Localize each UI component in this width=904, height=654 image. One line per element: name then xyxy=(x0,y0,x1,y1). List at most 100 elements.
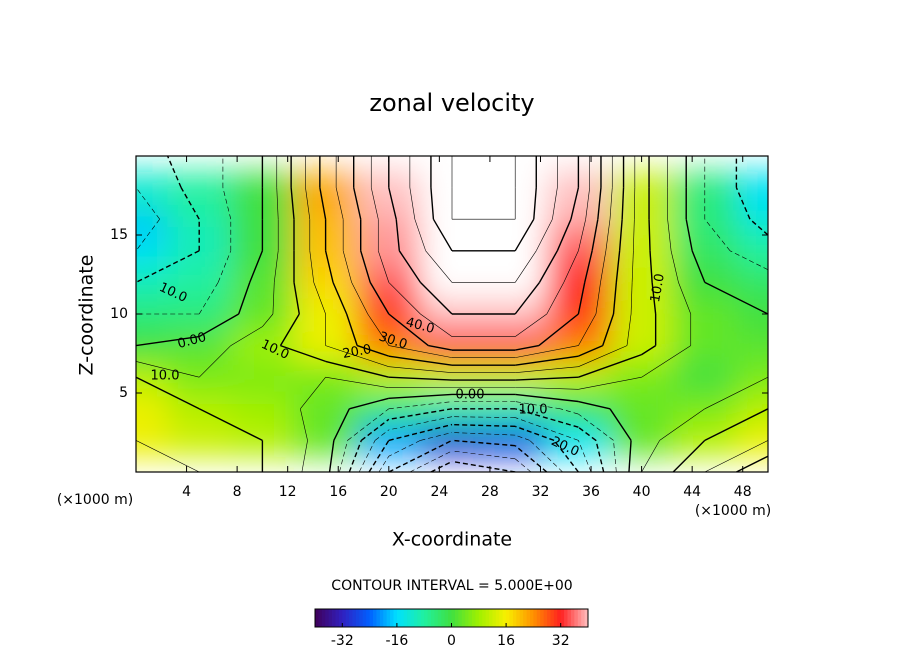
colorbar-swatch xyxy=(550,609,555,627)
contour-line xyxy=(451,439,516,447)
contour-label: 0.00 xyxy=(176,330,208,352)
contour-line xyxy=(736,455,768,472)
colorbar-swatch xyxy=(403,609,408,627)
contour-line xyxy=(198,345,232,378)
contour-line xyxy=(367,313,390,346)
y-tick-label: 10 xyxy=(110,306,128,322)
colorbar-swatch xyxy=(315,609,319,627)
contour-line xyxy=(342,250,352,283)
contour-line xyxy=(300,377,326,409)
contour-line xyxy=(180,187,200,220)
contour-line xyxy=(301,440,308,472)
colorbar-swatch xyxy=(564,609,568,627)
contour-line xyxy=(578,353,642,378)
x-tick-label: 44 xyxy=(683,484,701,500)
y-tick-label: 5 xyxy=(119,385,128,401)
colorbar-swatch xyxy=(400,609,405,627)
contour-line xyxy=(578,345,628,367)
colorbar-swatch xyxy=(362,609,367,627)
contour-line xyxy=(377,250,390,283)
contour-line xyxy=(672,439,706,472)
contour-line xyxy=(309,250,315,283)
colorbar-swatch xyxy=(471,609,476,627)
contour-line xyxy=(136,250,200,284)
colorbar-swatch xyxy=(492,609,497,627)
contour-line xyxy=(388,440,421,457)
contour-line xyxy=(166,156,182,188)
contour-line xyxy=(388,282,421,315)
contour-line xyxy=(749,218,768,236)
contour-line xyxy=(667,219,672,251)
contour-line xyxy=(691,250,706,283)
contour-line xyxy=(634,187,636,220)
contour-line xyxy=(313,282,326,315)
contour-line xyxy=(347,408,389,441)
contour-line xyxy=(136,440,200,472)
colorbar-swatch xyxy=(349,609,353,627)
contour-line xyxy=(584,250,593,283)
contour-line xyxy=(609,408,632,441)
chart-title: zonal velocity xyxy=(369,89,534,117)
contour-line xyxy=(641,345,691,378)
contour-line xyxy=(305,187,311,220)
field-cell xyxy=(736,171,768,217)
colorbar-swatch xyxy=(543,609,548,627)
field-cell xyxy=(230,298,295,331)
colorbar-swatch xyxy=(577,609,582,627)
contour-line xyxy=(704,376,768,410)
contour-line xyxy=(451,423,516,428)
contour-line xyxy=(535,219,553,251)
x-tick-label: 20 xyxy=(380,484,398,500)
field-cell xyxy=(167,361,232,394)
contour-line xyxy=(339,440,348,472)
colorbar: -32 -16 0 16 32 xyxy=(314,608,589,649)
contour-line xyxy=(388,423,453,442)
field-cell xyxy=(230,361,295,394)
contour-line xyxy=(324,250,334,283)
x-tick-label: 28 xyxy=(481,484,499,500)
contour-line xyxy=(328,440,335,472)
x-unit: (×1000 m) xyxy=(695,503,771,519)
contour-label: 40.0 xyxy=(404,315,436,337)
contour-line xyxy=(198,282,219,315)
colorbar-swatch xyxy=(332,609,336,627)
colorbar-tick-label: -16 xyxy=(385,633,408,649)
contour-line xyxy=(563,250,579,283)
contour-line xyxy=(432,218,453,252)
contour-line xyxy=(414,219,426,251)
field-cell xyxy=(610,424,674,457)
colorbar-swatch xyxy=(386,609,391,627)
colorbar-swatch xyxy=(437,609,442,627)
field-cell xyxy=(610,171,674,217)
contour-line xyxy=(290,187,295,220)
contour-line xyxy=(388,416,453,431)
contour-line xyxy=(368,440,390,472)
contour-line xyxy=(595,282,601,315)
colorbar-tick-label: 16 xyxy=(497,633,515,649)
colorbar-swatch xyxy=(584,609,589,627)
contour-line xyxy=(325,345,389,367)
contour-line xyxy=(552,187,558,220)
contour-line xyxy=(651,282,657,315)
contour-line xyxy=(388,366,453,373)
colorbar-swatch xyxy=(454,609,459,627)
colorbar-swatch xyxy=(495,609,500,627)
contour-line xyxy=(388,439,453,472)
contour-line xyxy=(560,408,579,415)
field-cell xyxy=(136,361,169,394)
contour-line xyxy=(578,413,614,441)
contour-line xyxy=(272,282,275,315)
colorbar-swatch xyxy=(407,609,411,627)
contour-line xyxy=(670,250,679,283)
field-cell xyxy=(610,361,674,394)
colorbar-swatch xyxy=(482,609,487,627)
colorbar-swatch xyxy=(540,609,545,627)
colorbar-swatch xyxy=(485,609,490,627)
colorbar-swatch xyxy=(390,609,394,627)
contour-line xyxy=(578,400,611,410)
contour-line xyxy=(514,250,537,283)
contour-line xyxy=(398,250,421,283)
contour-line xyxy=(578,219,586,251)
contour-line xyxy=(360,418,390,441)
